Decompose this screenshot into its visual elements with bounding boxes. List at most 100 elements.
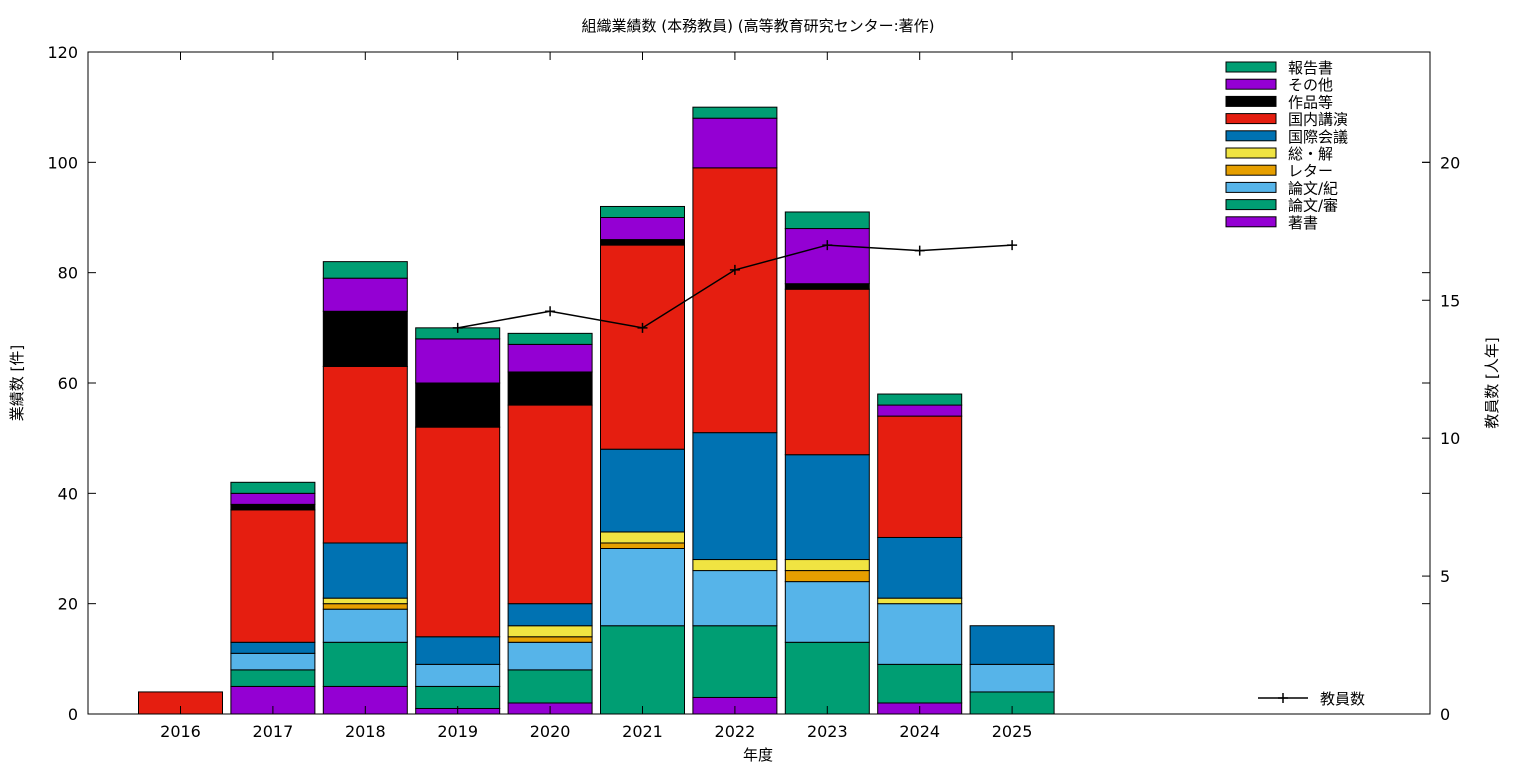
bar-segment [507,343,593,373]
bar-segment [692,559,778,572]
bar-segment [322,641,408,687]
line-point-marker [452,322,463,333]
legend-swatch [1225,199,1277,211]
bar-segment [692,570,778,627]
bar-segment [230,641,316,654]
bar-segment [600,448,685,533]
legend-swatch [1225,181,1277,193]
y-tick-label: 20 [58,595,78,614]
bar-segment [784,228,870,285]
x-axis: 2016 2017 2018 2019 2020 2021 2022 2023 2024 2025 [160,52,1032,741]
legend-label: 論文/審 [1288,197,1338,215]
y-axis: 0 20 40 60 80 100 120 [47,43,1430,724]
x-tick-label: 2017 [253,722,294,741]
bar-segment [877,404,963,417]
bar-segment [692,432,778,561]
bar-segment [322,261,408,279]
bar-segment [507,603,593,627]
bar-segment [230,509,316,643]
bar-segment [230,492,316,505]
legend-label: レター [1288,162,1333,180]
bar-segment [969,625,1055,665]
line-point-marker [1007,240,1018,251]
bar-segment [415,685,501,709]
legend-swatch [1225,130,1277,142]
legend-swatch [1225,95,1277,107]
bar-segment [784,581,870,643]
bar-segment [784,641,870,715]
bar-segment [600,205,685,218]
bar-segment [600,244,685,450]
bar-segment [415,636,501,665]
bar-segment [692,117,778,169]
y2-tick-label: 5 [1440,567,1450,586]
bar-segment [600,531,685,544]
bar-segment [415,338,501,384]
y-tick-label: 100 [47,153,78,172]
legend-swatch [1225,78,1277,90]
y2-tick-label: 10 [1440,429,1460,448]
line-legend-label: 教員数 [1320,690,1365,708]
bar-segment [322,603,408,610]
y-axis-label: 業績数 [件] [8,345,26,421]
bar-segment [969,663,1055,693]
bar-segment [322,277,408,312]
y2-axis-label: 教員数 [人年] [1483,337,1501,428]
bar-segment [600,548,685,627]
line-point-marker [914,245,925,256]
bar-segment [877,393,963,406]
x-tick-label: 2018 [345,722,386,741]
chart-title: 組織業績数 (本務教員) (高等教育研究センター:著作) [581,17,934,35]
bar-segment [507,625,593,638]
bar-segment [877,536,963,599]
legend-label: 作品等 [1288,93,1333,111]
y-tick-label: 80 [58,264,78,283]
bar-segment [784,570,870,583]
bar-segment [230,503,316,511]
bar-segment [322,597,408,605]
bar-segment [784,454,870,561]
legend-label: 国際会議 [1288,128,1348,146]
x-tick-label: 2020 [530,722,571,741]
legend-label: 総・解 [1288,145,1333,163]
bar-segment [877,597,963,605]
legend-label: 報告書 [1288,59,1333,77]
x-tick-label: 2024 [899,722,940,741]
bar-segment [230,669,316,687]
bar-segment [600,625,685,715]
legend-swatch [1225,147,1277,159]
line-point-marker [637,322,648,333]
x-tick-label: 2022 [715,722,756,741]
bar-segment [692,625,778,698]
legend-swatch [1225,216,1277,228]
x-axis-label: 年度 [743,746,773,764]
bar-segment [692,167,778,434]
bar-segment [600,239,685,246]
bar-segment [784,211,870,230]
legend-label: その他 [1288,76,1333,94]
bar-segment [507,404,593,605]
line-layer [452,240,1018,333]
line-point-marker [545,306,556,317]
bar-segment [322,542,408,599]
bar-segment [415,382,501,428]
bar-segment [784,288,870,456]
bar-segment [692,106,778,119]
x-tick-label: 2019 [437,722,478,741]
bar-segment [322,608,408,643]
bar-segment [507,332,593,345]
x-tick-label: 2016 [160,722,201,741]
legend-label: 論文/紀 [1288,179,1338,197]
bar-segment [415,426,501,638]
bar-segment [230,481,316,494]
y2-tick-label: 15 [1440,291,1460,310]
bar-segment [784,559,870,572]
line-legend-marker [1278,693,1288,703]
bar-segment [784,283,870,290]
x-tick-label: 2023 [807,722,848,741]
bar-segment [507,636,593,643]
y2-tick-label: 0 [1440,705,1450,724]
bar-segment [600,217,685,241]
